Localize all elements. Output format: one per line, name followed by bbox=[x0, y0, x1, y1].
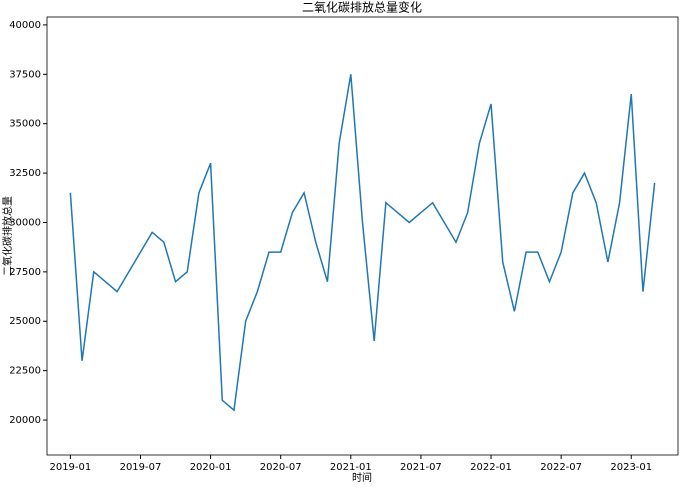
y-tick-label: 22500 bbox=[9, 366, 41, 377]
plot-frame bbox=[46, 16, 679, 456]
y-tick-label: 25000 bbox=[9, 316, 41, 327]
x-tick-label: 2023-01 bbox=[610, 462, 652, 473]
y-tick-label: 37500 bbox=[9, 69, 41, 80]
data-line bbox=[69, 74, 656, 412]
y-tick-label: 35000 bbox=[9, 119, 41, 130]
x-tick-label: 2019-07 bbox=[120, 462, 162, 473]
y-tick-label: 40000 bbox=[9, 20, 41, 31]
y-tick-label: 30000 bbox=[9, 217, 41, 228]
y-tick-label: 20000 bbox=[9, 415, 41, 426]
chart-title: 二氧化碳排放总量变化 bbox=[302, 0, 422, 15]
x-tick-label: 2021-01 bbox=[330, 462, 372, 473]
x-tick-label: 2021-07 bbox=[400, 462, 442, 473]
y-axis-label: 二氧化碳排放总量 bbox=[1, 196, 14, 276]
y-tick-label: 27500 bbox=[9, 267, 41, 278]
x-tick-label: 2019-01 bbox=[49, 462, 91, 473]
x-axis-label: 时间 bbox=[352, 471, 372, 484]
x-tick-label: 2020-07 bbox=[260, 462, 302, 473]
y-tick-label: 32500 bbox=[9, 168, 41, 179]
x-tick-label: 2020-01 bbox=[190, 462, 232, 473]
x-tick-label: 2022-01 bbox=[470, 462, 512, 473]
x-tick-label: 2022-07 bbox=[540, 462, 582, 473]
